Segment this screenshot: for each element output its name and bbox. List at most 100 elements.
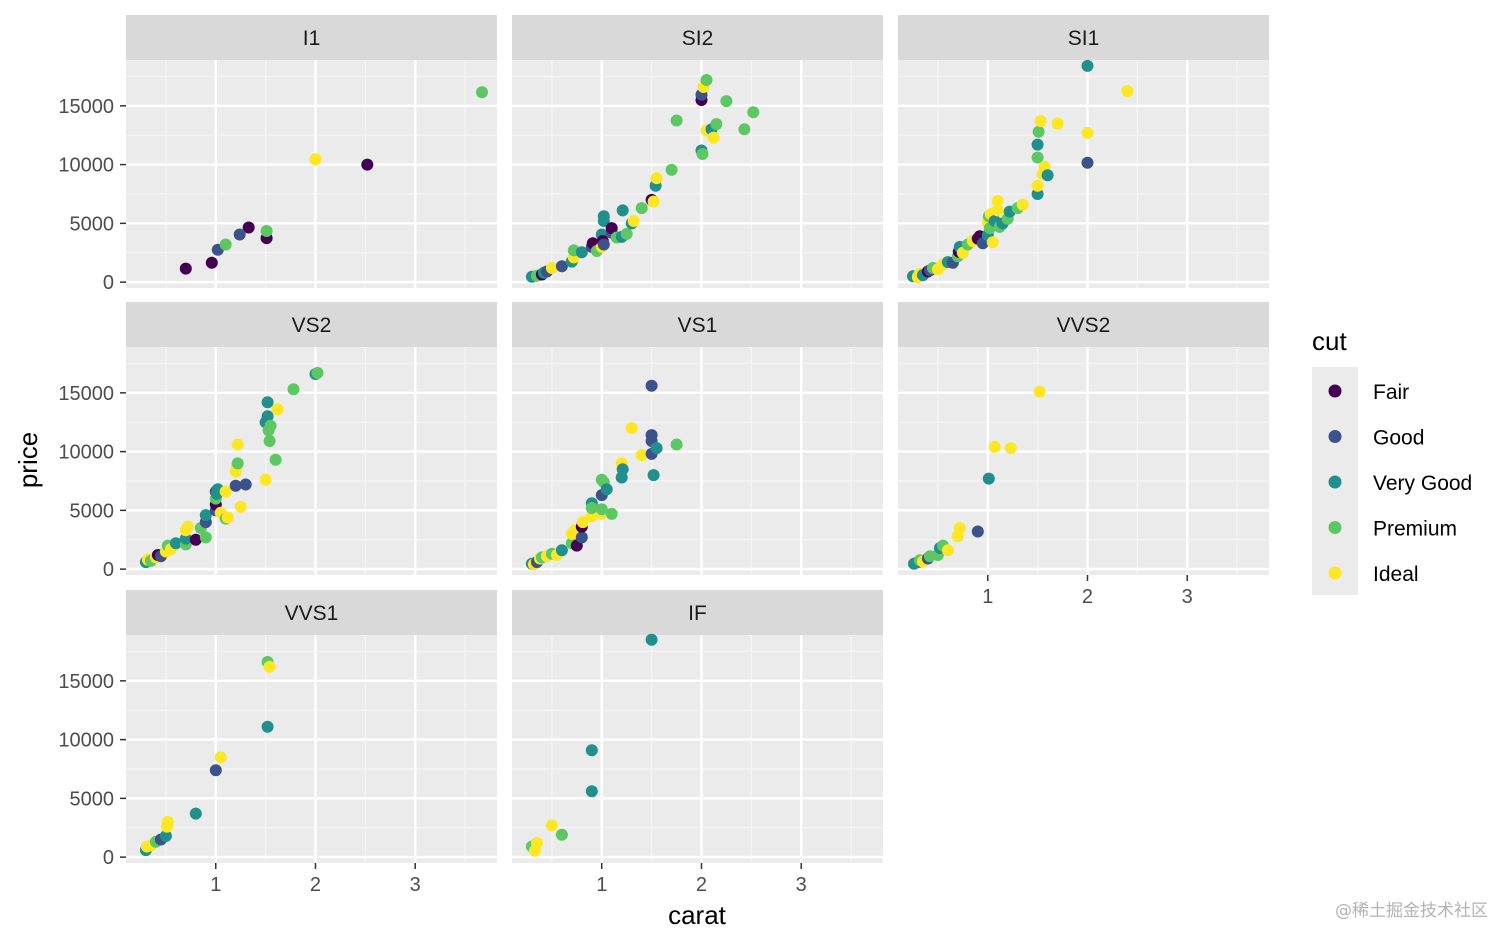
facet-panel-vvs2: VVS2 [898, 302, 1269, 575]
legend-title: cut [1312, 326, 1347, 356]
data-point [1031, 138, 1044, 151]
data-point [260, 225, 273, 237]
data-point [627, 215, 640, 227]
x-tick-label: 1 [210, 874, 221, 896]
facet-strip-label: IF [688, 602, 707, 625]
panel-background [126, 60, 497, 288]
data-point [214, 751, 227, 764]
data-point [991, 204, 1004, 217]
x-axis-title: carat [668, 900, 727, 930]
y-tick-label: 5000 [70, 213, 115, 235]
data-point [1041, 169, 1054, 182]
panel-gridlines [898, 347, 1269, 575]
y-tick-label: 15000 [58, 671, 114, 693]
scatter-points [908, 385, 1046, 570]
y-tick-label: 15000 [58, 96, 114, 118]
legend-key [1328, 475, 1342, 489]
legend-label: Very Good [1373, 472, 1472, 495]
data-point [219, 238, 232, 251]
scatter-points [525, 379, 683, 571]
facet-strip [512, 302, 883, 347]
y-tick-label: 5000 [70, 500, 115, 522]
y-tick-label: 15000 [58, 383, 114, 405]
panel-background [126, 635, 497, 863]
data-point [645, 633, 658, 646]
facet-panel-si1: SI1 [898, 15, 1269, 288]
data-point [585, 502, 598, 514]
data-point [1016, 198, 1029, 211]
data-point [179, 532, 192, 545]
data-point [720, 95, 733, 108]
panel-gridlines [126, 635, 497, 863]
data-point [585, 510, 598, 523]
data-point [269, 453, 282, 466]
data-point [991, 195, 1004, 207]
facet-strip-label: SI2 [682, 27, 714, 50]
data-point [953, 522, 966, 534]
data-point [576, 516, 589, 529]
x-tick-label: 1 [596, 874, 607, 896]
data-point [1034, 115, 1047, 128]
data-point [650, 442, 663, 455]
data-point [263, 660, 276, 673]
data-point [1031, 179, 1044, 192]
data-point [179, 262, 192, 275]
facet-strip-label: VVS2 [1057, 314, 1111, 337]
x-tick-label: 2 [696, 874, 707, 896]
facet-strip-label: I1 [303, 27, 321, 50]
data-point [545, 262, 558, 274]
data-point [231, 438, 244, 451]
facet-panel-if: IF [512, 590, 883, 863]
data-point [233, 228, 246, 241]
data-point [710, 118, 723, 131]
data-point [555, 260, 568, 273]
facet-strip-label: SI1 [1068, 27, 1100, 50]
panel-gridlines [512, 635, 883, 863]
data-point [647, 469, 660, 482]
data-point [941, 544, 954, 557]
scatter-points [525, 74, 760, 283]
data-point [635, 202, 648, 215]
data-point [261, 720, 274, 733]
data-point [1031, 188, 1044, 200]
data-point [1033, 385, 1046, 398]
scatter-points [139, 366, 324, 569]
y-tick-label: 10000 [58, 442, 114, 464]
data-point [696, 148, 709, 160]
data-point [545, 819, 558, 832]
data-point [597, 238, 610, 251]
data-point [261, 410, 274, 423]
data-point [625, 422, 638, 435]
data-point [971, 525, 984, 538]
data-point [205, 256, 218, 269]
legend-key [1328, 384, 1342, 398]
facet-panel-si2: SI2 [512, 15, 883, 288]
legend-key [1328, 430, 1342, 443]
x-tick-label: 2 [310, 874, 321, 896]
facet-strip-label: VS1 [678, 314, 718, 337]
y-tick-label: 5000 [70, 788, 115, 810]
data-point [700, 74, 713, 86]
facet-panels: I1 SI2 SI1 VS2 VS1 VVS2 VVS1 IF [126, 15, 1269, 863]
data-point [616, 463, 629, 476]
data-point [665, 163, 678, 176]
legend-entry-fair: Fair [1328, 381, 1409, 404]
data-point [595, 503, 608, 516]
data-point [234, 500, 247, 513]
data-point [159, 830, 172, 842]
legend-label: Ideal [1373, 563, 1419, 586]
data-point [199, 531, 212, 544]
data-point [361, 158, 374, 171]
data-point [161, 815, 174, 828]
data-point [263, 435, 276, 447]
watermark: @稀土掘金技术社区 [1335, 901, 1488, 921]
data-point [635, 449, 648, 462]
legend-label: Good [1373, 427, 1424, 450]
data-point [645, 429, 658, 442]
data-point [181, 520, 194, 533]
data-point [1051, 117, 1064, 130]
data-point [242, 221, 255, 234]
data-point [575, 531, 588, 544]
data-point [585, 785, 598, 798]
data-point [231, 457, 244, 470]
